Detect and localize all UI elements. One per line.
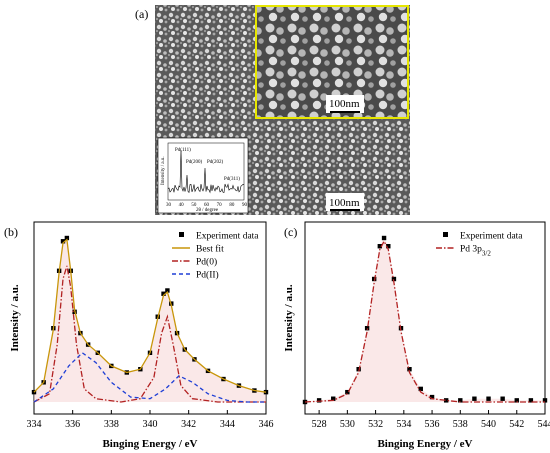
data-point	[165, 288, 170, 293]
series-line-best-fit	[33, 238, 267, 393]
series-line-pd-3p3-2	[304, 239, 545, 403]
xrd-peak-label-200: Pd(200)	[186, 160, 202, 165]
panel-c-xlabel: Binging Energy / eV	[377, 438, 472, 450]
data-point	[486, 396, 491, 401]
data-point	[60, 239, 66, 244]
xrd-peak-label-311: Pd(311)	[224, 177, 240, 182]
data-point	[429, 394, 435, 400]
data-point	[345, 389, 350, 395]
xrd-xlabel: 2θ / degree	[196, 208, 219, 213]
scale-bar-zoom-bg	[326, 95, 364, 113]
x-tick-label: 338	[104, 419, 119, 430]
legend-marker	[179, 232, 184, 237]
panel-b-legend: Experiment data Best fit Pd(0) Pd(II)	[172, 232, 259, 281]
scale-bar-main-label: 100nm	[329, 197, 360, 209]
panel-c-plot-frame	[304, 221, 546, 415]
x-tick-label: 530	[340, 419, 355, 430]
xrd-ylabel: Intensity / a.u.	[161, 156, 166, 185]
data-point	[407, 367, 412, 372]
legend-label: Best fit	[196, 244, 224, 255]
panel-a-letter: (a)	[135, 7, 148, 21]
scale-bar-zoom-label: 100nm	[329, 98, 360, 110]
data-point	[386, 244, 391, 249]
legend-label: Pd 3p3/2	[460, 245, 491, 258]
data-point	[161, 291, 166, 296]
scale-bar-main-bg	[326, 193, 364, 211]
xrd-tick-label: 90	[242, 203, 248, 208]
xrd-peak-label-111: Pd(111)	[175, 148, 191, 153]
x-tick-label: 540	[481, 419, 496, 430]
legend-label: Pd(0)	[196, 257, 217, 268]
x-tick-label: 538	[453, 419, 468, 430]
panel-b: (b) Intensity / a.u. Binging Energy / eV…	[4, 221, 274, 450]
data-point	[528, 398, 534, 403]
x-tick-label: 542	[509, 419, 524, 430]
xrd-tick-label: 80	[229, 203, 235, 208]
x-tick-label: 528	[312, 419, 327, 430]
series-fill-experiment-data	[305, 238, 545, 402]
xrd-tick-label: 50	[191, 203, 197, 208]
x-tick-label: 342	[181, 419, 196, 430]
data-point	[418, 386, 423, 392]
xrd-pattern-line	[167, 149, 245, 194]
xrd-tick-label: 60	[204, 203, 210, 208]
panel-c: (c) Intensity / a.u. Binging Energy / eV…	[283, 221, 550, 450]
x-tick-label: 544	[538, 419, 550, 430]
legend-label: Pd(II)	[196, 270, 219, 281]
panel-b-ylabel: Intensity / a.u.	[9, 284, 21, 351]
panel-b-xlabel: Binging Energy / eV	[102, 438, 197, 450]
data-point	[472, 396, 477, 401]
xrd-tick-label: 40	[179, 203, 185, 208]
data-point	[381, 235, 387, 241]
legend-marker	[443, 232, 448, 237]
x-tick-label: 536	[425, 419, 440, 430]
data-point	[458, 398, 463, 403]
x-tick-label: 340	[143, 419, 158, 430]
xrd-tick-label: 30	[166, 203, 172, 208]
x-tick-label: 334	[27, 419, 42, 430]
panel-b-letter: (b)	[4, 225, 18, 239]
series-line-pd-0	[33, 265, 266, 403]
data-point	[64, 235, 70, 241]
x-tick-label: 336	[65, 419, 80, 430]
data-point	[377, 244, 383, 249]
data-point	[500, 396, 505, 401]
series-line-pd-ii	[33, 351, 266, 403]
x-tick-label: 534	[396, 419, 411, 430]
x-tick-label: 344	[220, 419, 235, 430]
data-point	[542, 398, 548, 403]
x-tick-label: 532	[368, 419, 383, 430]
data-point	[331, 396, 336, 401]
panel-c-legend: Experiment data Pd 3p3/2	[436, 232, 523, 258]
data-point	[364, 326, 370, 331]
legend-label: Experiment data	[196, 232, 259, 242]
panel-c-letter: (c)	[284, 225, 297, 239]
panel-c-ylabel: Intensity / a.u.	[283, 284, 295, 351]
xrd-peak-label-202: Pd(202)	[207, 160, 223, 165]
data-point	[514, 398, 519, 403]
xrd-tick-label: 70	[217, 203, 223, 208]
x-tick-label: 346	[259, 419, 274, 430]
data-point	[391, 276, 397, 282]
xrd-inset: Intensity / a.u. 2θ / degree Pd(111) Pd(…	[157, 137, 249, 214]
data-point	[316, 398, 322, 403]
legend-label: Experiment data	[460, 232, 523, 242]
series-fill-experiment-data	[34, 238, 266, 402]
data-point	[443, 398, 449, 403]
